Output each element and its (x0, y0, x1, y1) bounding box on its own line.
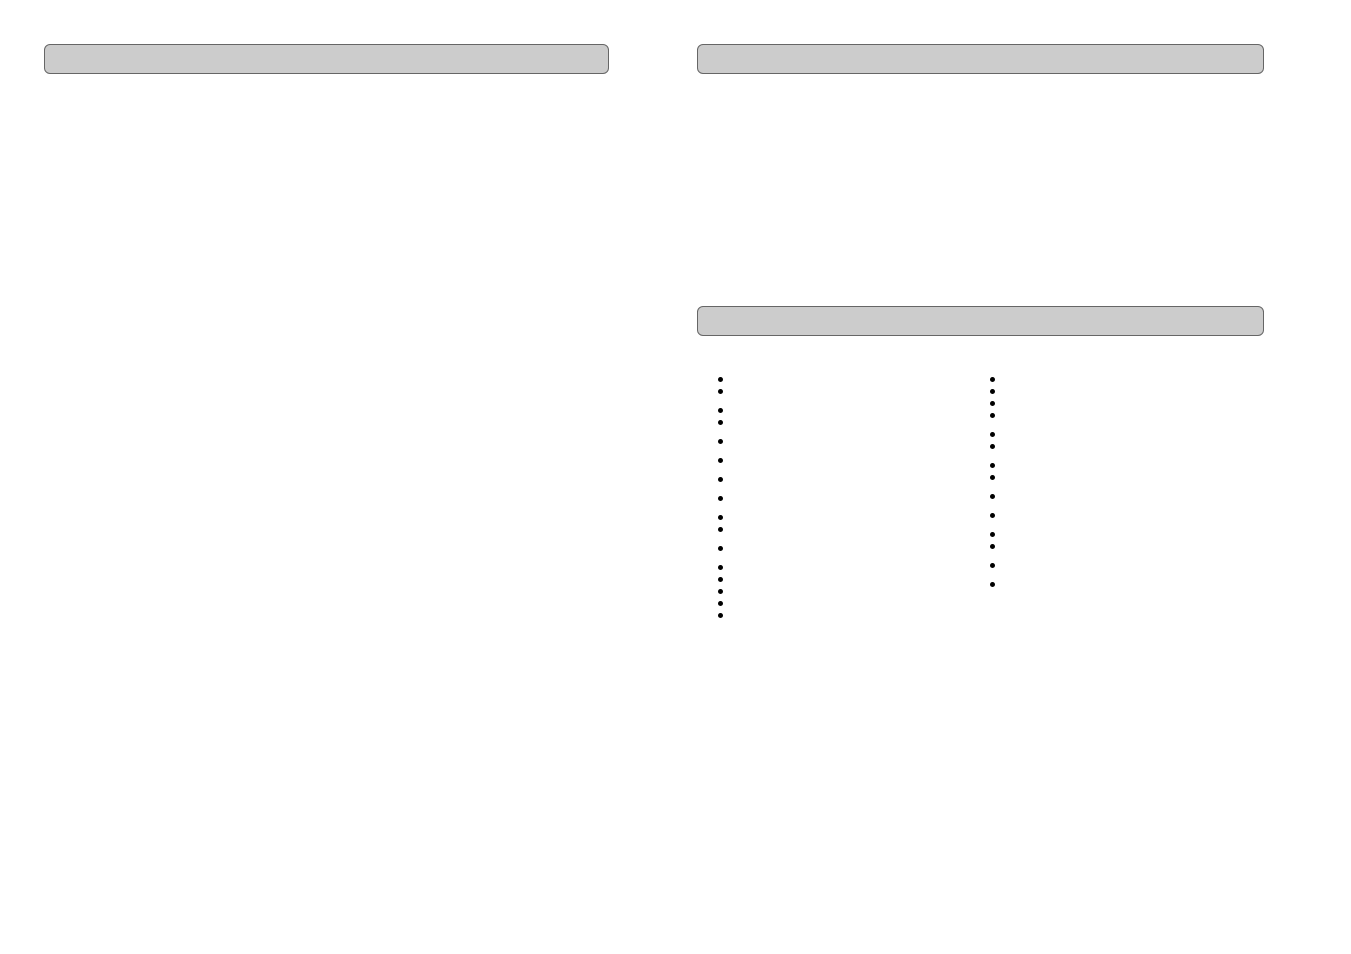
list-bullet (718, 420, 723, 425)
list-bullet (718, 589, 723, 594)
list-bullet (990, 463, 995, 468)
panel-top-right (697, 44, 1264, 74)
list-bullet (990, 432, 995, 437)
list-bullet (990, 582, 995, 587)
bullet-group (990, 532, 1250, 549)
bullet-group (718, 496, 978, 501)
bullet-group (718, 565, 978, 618)
list-bullet (718, 389, 723, 394)
list-bullet (718, 439, 723, 444)
list-bullet (990, 513, 995, 518)
panel-top-left (44, 44, 609, 74)
bullet-group (718, 458, 978, 463)
bullet-group (718, 408, 978, 425)
list-bullet (990, 389, 995, 394)
list-bullet (718, 477, 723, 482)
list-bullet (718, 546, 723, 551)
bullet-group (718, 377, 978, 394)
bullet-group (990, 463, 1250, 480)
bullet-group (990, 377, 1250, 418)
list-bullet (718, 458, 723, 463)
panel-mid-right (697, 306, 1264, 336)
list-bullet (990, 544, 995, 549)
bullet-group (990, 494, 1250, 499)
list-bullet (990, 475, 995, 480)
bullet-group (990, 513, 1250, 518)
list-bullet (718, 565, 723, 570)
list-bullet (718, 613, 723, 618)
bullet-group (990, 582, 1250, 587)
list-bullet (990, 494, 995, 499)
bullet-group (718, 439, 978, 444)
list-bullet (718, 377, 723, 382)
list-bullet (718, 408, 723, 413)
bullet-group (718, 546, 978, 551)
list-bullet (990, 377, 995, 382)
list-bullet (990, 413, 995, 418)
list-bullet (990, 444, 995, 449)
list-bullet (718, 601, 723, 606)
list-bullet (718, 496, 723, 501)
bullet-column-right (990, 370, 1250, 601)
bullet-group (990, 432, 1250, 449)
bullet-group (990, 563, 1250, 568)
list-bullet (990, 563, 995, 568)
list-bullet (718, 515, 723, 520)
list-bullet (990, 532, 995, 537)
list-bullet (718, 577, 723, 582)
list-bullet (990, 401, 995, 406)
bullet-group (718, 515, 978, 532)
bullet-column-left (718, 370, 978, 632)
list-bullet (718, 527, 723, 532)
bullet-group (718, 477, 978, 482)
